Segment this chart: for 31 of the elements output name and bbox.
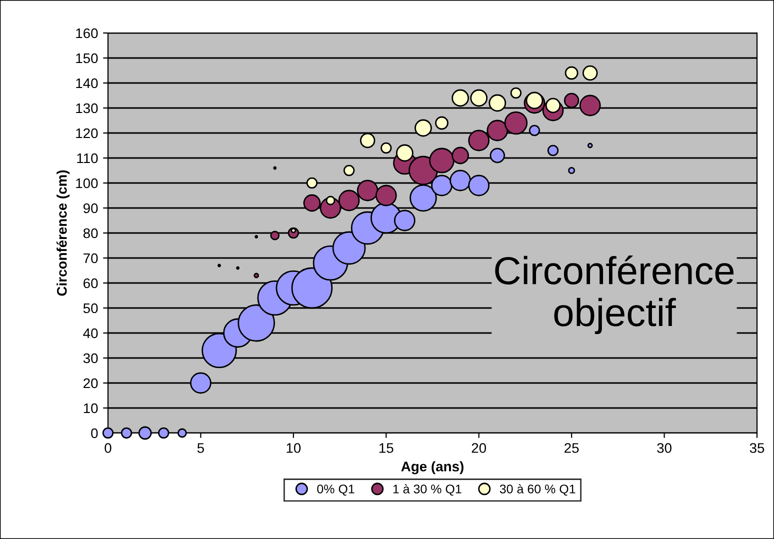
x-tick-label: 30: [657, 443, 672, 453]
y-tick-label: 70: [84, 253, 98, 264]
x-tick-label: 5: [197, 443, 204, 453]
annotation: Circonférence objectif: [495, 255, 734, 334]
y-tick-label: 100: [76, 178, 98, 188]
y-tick-label: 130: [76, 103, 98, 114]
x-tick-label: 25: [564, 443, 579, 453]
y-tick-label: 10: [84, 403, 98, 414]
x-tick-label: 20: [472, 443, 486, 453]
x-tick-label: 0: [104, 443, 112, 453]
y-axis-title: Circonférence (cm): [56, 170, 70, 296]
y-tick-label: 40: [83, 328, 98, 338]
y-tick-label: 150: [76, 53, 98, 64]
y-tick-label: 20: [84, 378, 98, 388]
legend-label: 30 à 60 % Q1: [500, 484, 576, 496]
y-tick-label: 160: [76, 28, 98, 38]
x-tick-label: 35: [750, 443, 764, 453]
y-tick-label: 30: [83, 353, 98, 364]
x-tick-label: 10: [286, 443, 301, 453]
x-tick-label: 15: [379, 443, 394, 453]
y-tick-label: 120: [76, 128, 98, 138]
y-tick-label: 0: [91, 428, 98, 438]
legend-label: 1 à 30 % Q1: [393, 484, 462, 496]
x-axis-title: Age (ans): [401, 461, 464, 474]
y-tick-label: 90: [83, 203, 98, 214]
y-tick-label: 50: [83, 303, 98, 314]
y-tick-label: 80: [83, 228, 98, 238]
y-tick-label: 140: [76, 78, 98, 88]
y-tick-label: 110: [77, 153, 98, 164]
legend-label: 0% Q1: [317, 484, 354, 496]
y-tick-label: 60: [84, 278, 98, 288]
